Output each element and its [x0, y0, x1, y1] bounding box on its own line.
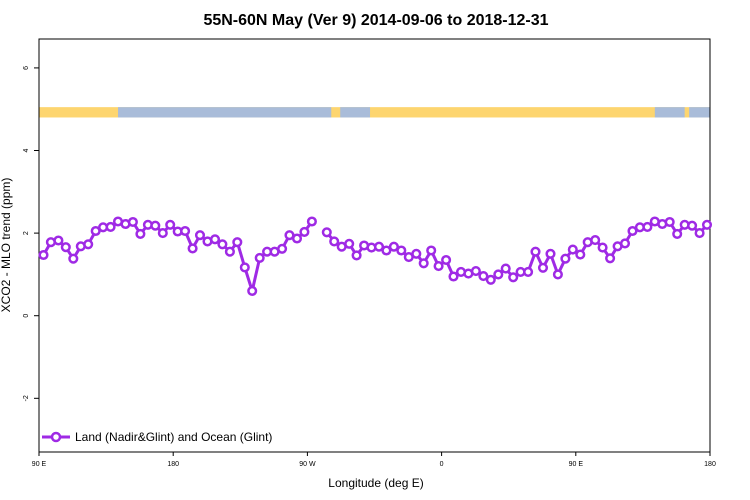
legend-entry-label: Land (Nadir&Glint) and Ocean (Glint) [75, 430, 272, 444]
data-point [105, 221, 116, 232]
data-point [411, 248, 422, 259]
data-point [530, 246, 541, 257]
data-point [523, 266, 534, 277]
data-point [306, 216, 317, 227]
data-point [291, 233, 303, 244]
x-tick-label: 90 W [299, 461, 316, 468]
plot-frame [38, 38, 711, 453]
data-point [150, 220, 161, 231]
data-point [597, 242, 608, 253]
land-ocean-band [39, 107, 710, 118]
band-land [39, 107, 710, 118]
data-point [500, 263, 511, 274]
chart-title: 55N-60N May (Ver 9) 2014-09-06 to 2018-1… [203, 12, 548, 29]
data-point [38, 249, 49, 261]
data-point [552, 269, 563, 280]
data-point [687, 220, 698, 231]
band-ocean-segment [118, 107, 332, 118]
data-point [567, 244, 578, 255]
data-point [373, 241, 385, 252]
series-layer [38, 216, 713, 296]
y-tick-label: 4 [23, 148, 30, 152]
data-point [344, 238, 355, 249]
x-tick-label: 90 E [32, 461, 47, 468]
data-point [157, 228, 168, 239]
y-axis-label: XCO2 - MLO trend (ppm) [0, 178, 13, 313]
band-ocean-segment [689, 107, 710, 118]
data-point [485, 274, 496, 285]
data-point [135, 228, 146, 239]
band-ocean-segment [340, 107, 371, 118]
data-point [590, 235, 601, 246]
data-point [672, 228, 683, 239]
data-point [619, 238, 631, 249]
data-point [90, 225, 101, 237]
data-point [493, 269, 504, 280]
data-point [560, 253, 571, 264]
data-point [478, 271, 489, 282]
data-point [239, 262, 250, 273]
data-point [187, 243, 198, 254]
band-ocean-segment [654, 107, 685, 118]
y-axis: -2 0 2 4 6 [23, 66, 39, 401]
x-tick-label: 90 E [569, 461, 584, 468]
data-point [247, 285, 258, 296]
data-point [426, 245, 437, 256]
legend-marker [50, 431, 62, 443]
data-point [68, 253, 79, 264]
data-point [329, 236, 340, 247]
data-point [642, 221, 653, 232]
data-point [441, 254, 452, 266]
data-point [321, 227, 332, 238]
legend: Land (Nadir&Glint) and Ocean (Glint) [42, 430, 272, 444]
data-point [165, 219, 176, 230]
data-point [53, 235, 64, 246]
y-tick-label: 6 [23, 66, 30, 70]
data-point [664, 216, 675, 228]
data-point [180, 225, 191, 237]
data-point [605, 253, 616, 264]
x-axis: 90 E 180 90 W 0 90 E 180 [32, 452, 716, 468]
data-point [299, 226, 310, 237]
data-point [194, 230, 206, 241]
data-point [224, 246, 235, 257]
x-tick-label: 0 [440, 461, 444, 468]
data-point [209, 234, 221, 245]
data-point [575, 249, 586, 260]
data-point [701, 219, 713, 230]
data-point [217, 239, 228, 250]
data-point [396, 245, 407, 256]
data-point [351, 250, 362, 261]
y-tick-label: -2 [23, 395, 30, 401]
data-point [232, 237, 243, 248]
y-tick-label: 0 [23, 314, 30, 318]
y-tick-label: 2 [23, 231, 30, 235]
data-point [694, 228, 705, 239]
data-point [627, 225, 638, 237]
data-point [83, 239, 94, 250]
data-point [508, 272, 519, 283]
data-point [60, 242, 71, 253]
data-point [433, 261, 444, 272]
x-tick-label: 180 [167, 461, 179, 468]
data-point [388, 241, 399, 252]
data-point [418, 258, 429, 269]
data-point [545, 248, 556, 259]
data-point [277, 243, 288, 254]
x-tick-label: 180 [704, 461, 716, 468]
data-point [470, 266, 481, 277]
data-point [537, 262, 549, 273]
data-point [448, 271, 459, 282]
data-point [381, 245, 392, 256]
data-point [254, 252, 265, 263]
data-point [127, 216, 138, 228]
x-axis-label: Longitude (deg E) [328, 476, 423, 490]
